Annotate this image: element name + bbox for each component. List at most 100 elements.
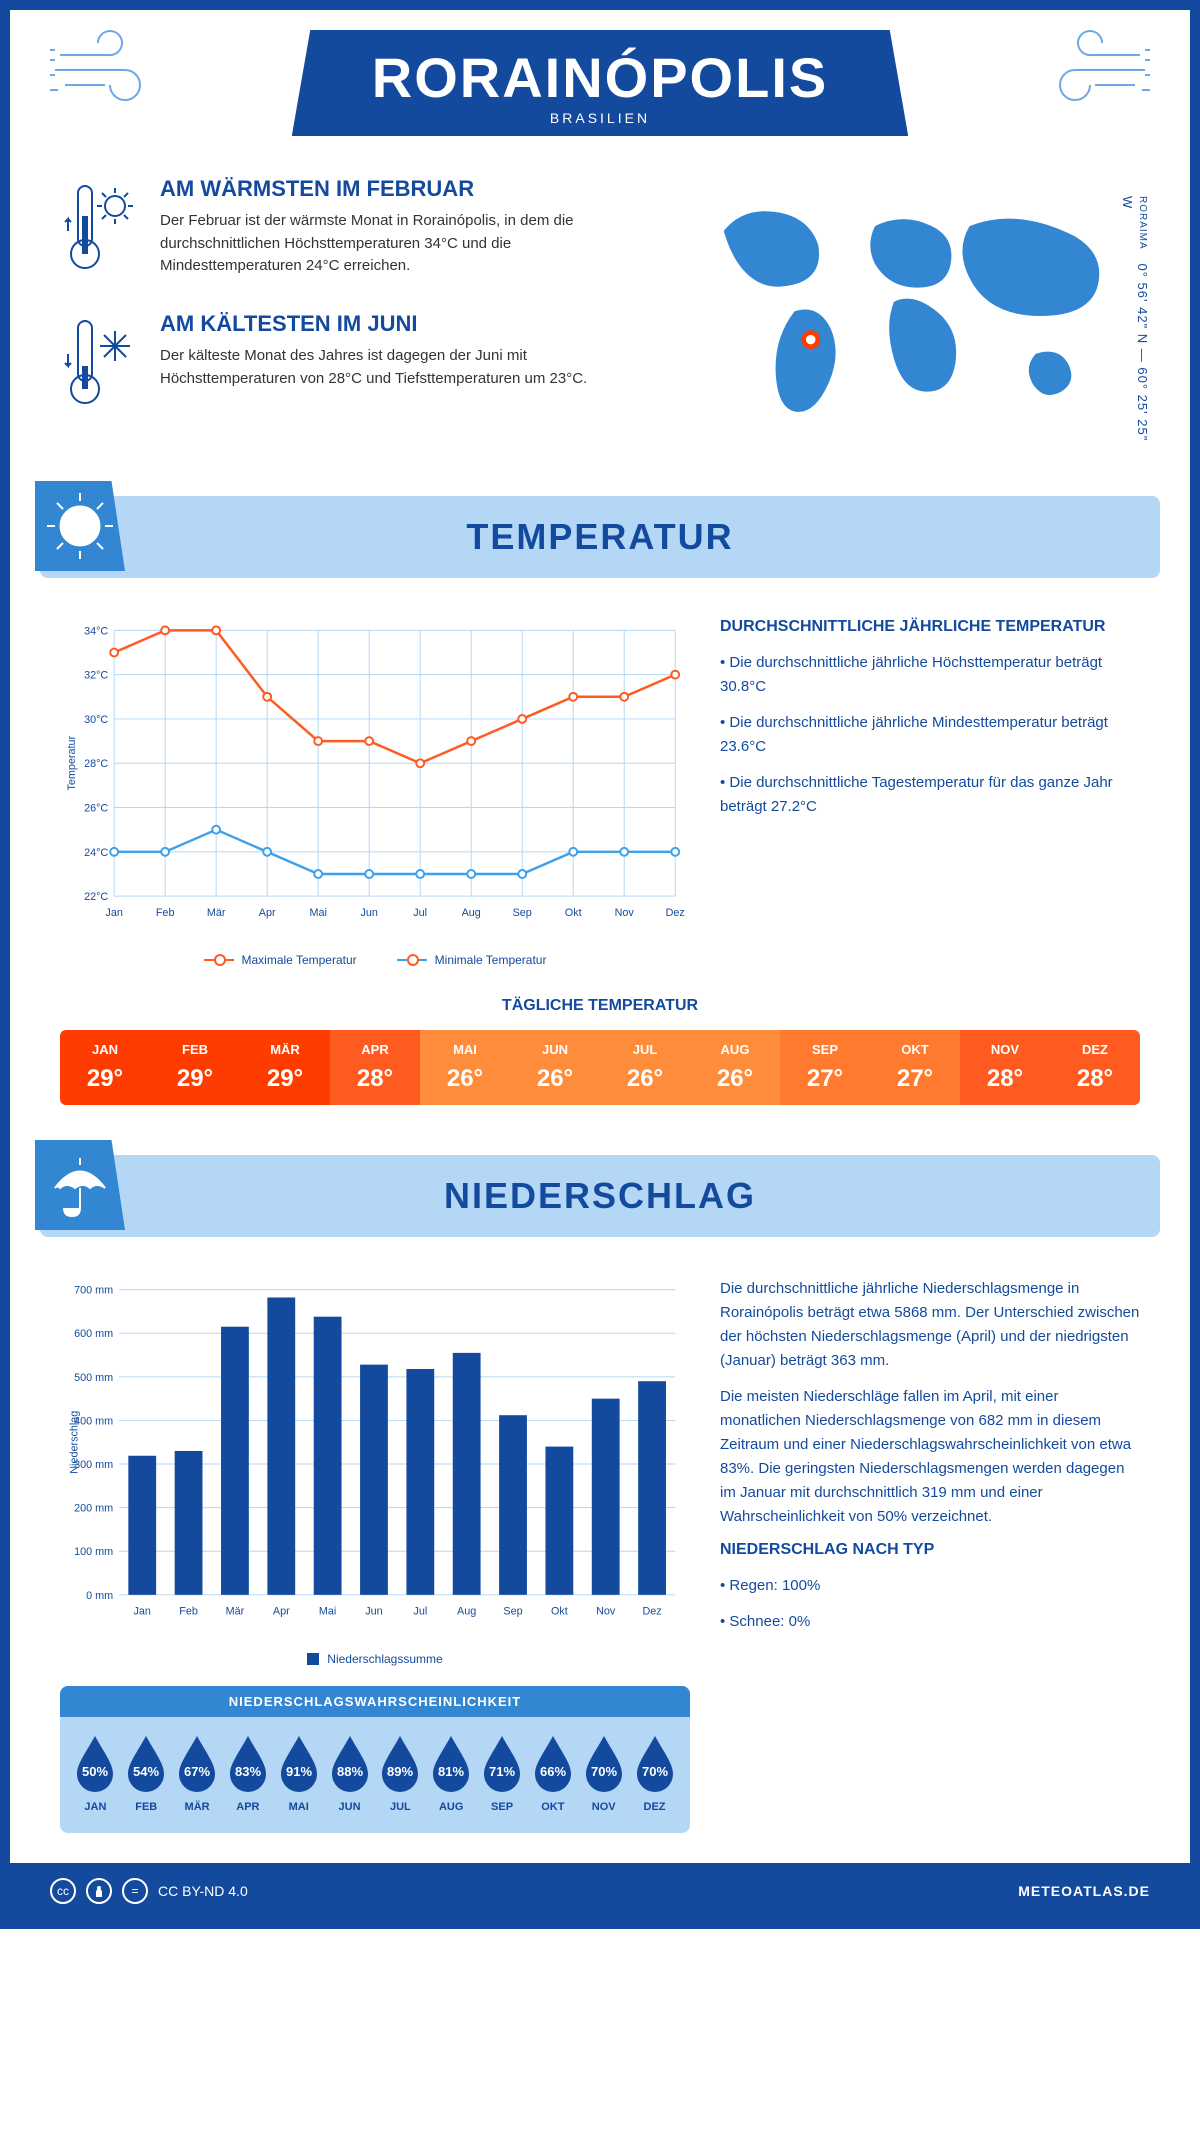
wind-icon-left (50, 30, 170, 115)
temp-bullet-2: • Die durchschnittliche jährliche Mindes… (720, 711, 1140, 759)
wind-icon-right (1030, 30, 1150, 115)
svg-text:Jun: Jun (360, 907, 377, 919)
temp-cell: FEB29° (150, 1030, 240, 1105)
legend-precip: Niederschlagssumme (327, 1652, 442, 1666)
svg-text:600 mm: 600 mm (74, 1328, 113, 1340)
license-text: CC BY-ND 4.0 (158, 1883, 248, 1899)
sun-icon (35, 481, 125, 571)
svg-text:Jan: Jan (105, 907, 122, 919)
warmest-fact: AM WÄRMSTEN IM FEBRUAR Der Februar ist d… (60, 176, 627, 281)
coldest-fact: AM KÄLTESTEN IM JUNI Der kälteste Monat … (60, 311, 627, 416)
intro-section: AM WÄRMSTEN IM FEBRUAR Der Februar ist d… (10, 136, 1190, 486)
precip-legend: Niederschlagssumme (60, 1652, 690, 1666)
temp-bullet-3: • Die durchschnittliche Tagestemperatur … (720, 771, 1140, 819)
svg-text:54%: 54% (133, 1764, 159, 1779)
temperature-sidebar: DURCHSCHNITTLICHE JÄHRLICHE TEMPERATUR •… (720, 618, 1140, 967)
svg-text:89%: 89% (387, 1764, 413, 1779)
drop-cell: 66% OKT (527, 1732, 578, 1813)
svg-text:Dez: Dez (666, 907, 685, 919)
temp-cell: MÄR29° (240, 1030, 330, 1105)
drop-cell: 67% MÄR (172, 1732, 223, 1813)
svg-text:67%: 67% (184, 1764, 210, 1779)
svg-text:Aug: Aug (462, 907, 481, 919)
precip-type-1: • Regen: 100% (720, 1574, 1140, 1598)
svg-text:Feb: Feb (179, 1606, 198, 1618)
svg-text:30°C: 30°C (84, 714, 108, 726)
svg-text:70%: 70% (642, 1764, 668, 1779)
temp-cell: OKT27° (870, 1030, 960, 1105)
daily-temp-title: TÄGLICHE TEMPERATUR (60, 997, 1140, 1015)
footer: cc = CC BY-ND 4.0 METEOATLAS.DE (10, 1863, 1190, 1919)
legend-min: Minimale Temperatur (435, 953, 547, 967)
svg-text:Sep: Sep (503, 1606, 522, 1618)
temp-legend: .legend-marker:nth-child(1)::after{borde… (60, 953, 690, 967)
svg-text:Nov: Nov (596, 1606, 616, 1618)
country-subtitle: BRASILIEN (372, 110, 828, 126)
drop-cell: 81% AUG (426, 1732, 477, 1813)
cc-icon: cc (50, 1878, 76, 1904)
svg-text:Aug: Aug (457, 1606, 476, 1618)
precip-probability-box: NIEDERSCHLAGSWAHRSCHEINLICHKEIT 50% JAN … (60, 1686, 690, 1833)
temp-cell: JUL26° (600, 1030, 690, 1105)
precipitation-title: NIEDERSCHLAG (70, 1175, 1130, 1217)
svg-text:0 mm: 0 mm (86, 1590, 113, 1602)
temp-cell: SEP27° (780, 1030, 870, 1105)
title-banner: RORAINÓPOLIS BRASILIEN (292, 30, 908, 136)
svg-text:24°C: 24°C (84, 847, 108, 859)
svg-text:Feb: Feb (156, 907, 175, 919)
svg-text:Niederschlag: Niederschlag (69, 1411, 81, 1474)
precipitation-bar-chart: 0 mm100 mm200 mm300 mm400 mm500 mm600 mm… (60, 1277, 690, 1637)
temp-sidebar-title: DURCHSCHNITTLICHE JÄHRLICHE TEMPERATUR (720, 618, 1140, 636)
precipitation-banner: NIEDERSCHLAG (40, 1155, 1160, 1237)
precip-para-1: Die durchschnittliche jährliche Niedersc… (720, 1277, 1140, 1373)
site-name: METEOATLAS.DE (1018, 1883, 1150, 1899)
legend-max: Maximale Temperatur (242, 953, 357, 967)
svg-text:Okt: Okt (551, 1606, 568, 1618)
precip-prob-title: NIEDERSCHLAGSWAHRSCHEINLICHKEIT (60, 1686, 690, 1717)
umbrella-icon (35, 1140, 125, 1230)
drop-cell: 50% JAN (70, 1732, 121, 1813)
svg-text:91%: 91% (286, 1764, 312, 1779)
drop-cell: 88% JUN (324, 1732, 375, 1813)
svg-text:26°C: 26°C (84, 802, 108, 814)
svg-text:Apr: Apr (259, 907, 276, 919)
temperature-row: 22°C24°C26°C28°C30°C32°C34°CJanFebMärApr… (10, 588, 1190, 997)
temp-bullet-1: • Die durchschnittliche jährliche Höchst… (720, 651, 1140, 699)
world-map (667, 176, 1140, 456)
svg-text:Jul: Jul (413, 907, 427, 919)
svg-text:66%: 66% (540, 1764, 566, 1779)
svg-text:81%: 81% (438, 1764, 464, 1779)
svg-text:Mai: Mai (309, 907, 326, 919)
svg-text:Nov: Nov (615, 907, 635, 919)
temp-cell: AUG26° (690, 1030, 780, 1105)
temp-cell: APR28° (330, 1030, 420, 1105)
precip-type-title: NIEDERSCHLAG NACH TYP (720, 1541, 1140, 1559)
temp-cell: DEZ28° (1050, 1030, 1140, 1105)
temperature-line-chart: 22°C24°C26°C28°C30°C32°C34°CJanFebMärApr… (60, 618, 690, 938)
coordinates: RORAIMA 0° 56' 42" N — 60° 25' 25" W (1120, 196, 1150, 456)
svg-text:28°C: 28°C (84, 758, 108, 770)
thermometer-sun-icon (60, 176, 140, 281)
temperature-banner: TEMPERATUR (40, 496, 1160, 578)
svg-text:32°C: 32°C (84, 670, 108, 682)
svg-text:500 mm: 500 mm (74, 1372, 113, 1384)
precip-para-2: Die meisten Niederschläge fallen im Apri… (720, 1385, 1140, 1529)
svg-text:88%: 88% (337, 1764, 363, 1779)
svg-text:71%: 71% (489, 1764, 515, 1779)
drop-cell: 71% SEP (477, 1732, 528, 1813)
nd-icon: = (122, 1878, 148, 1904)
drop-cell: 70% NOV (578, 1732, 629, 1813)
svg-text:83%: 83% (235, 1764, 261, 1779)
svg-text:50%: 50% (82, 1764, 108, 1779)
svg-text:Sep: Sep (513, 907, 532, 919)
svg-text:Dez: Dez (642, 1606, 661, 1618)
svg-text:Apr: Apr (273, 1606, 290, 1618)
header: RORAINÓPOLIS BRASILIEN (10, 10, 1190, 136)
svg-text:100 mm: 100 mm (74, 1546, 113, 1558)
svg-text:700 mm: 700 mm (74, 1285, 113, 1297)
svg-text:Okt: Okt (565, 907, 582, 919)
precipitation-sidebar: Die durchschnittliche jährliche Niedersc… (720, 1277, 1140, 1833)
svg-text:Mai: Mai (319, 1606, 336, 1618)
svg-text:Jan: Jan (134, 1606, 151, 1618)
temperature-title: TEMPERATUR (70, 516, 1130, 558)
